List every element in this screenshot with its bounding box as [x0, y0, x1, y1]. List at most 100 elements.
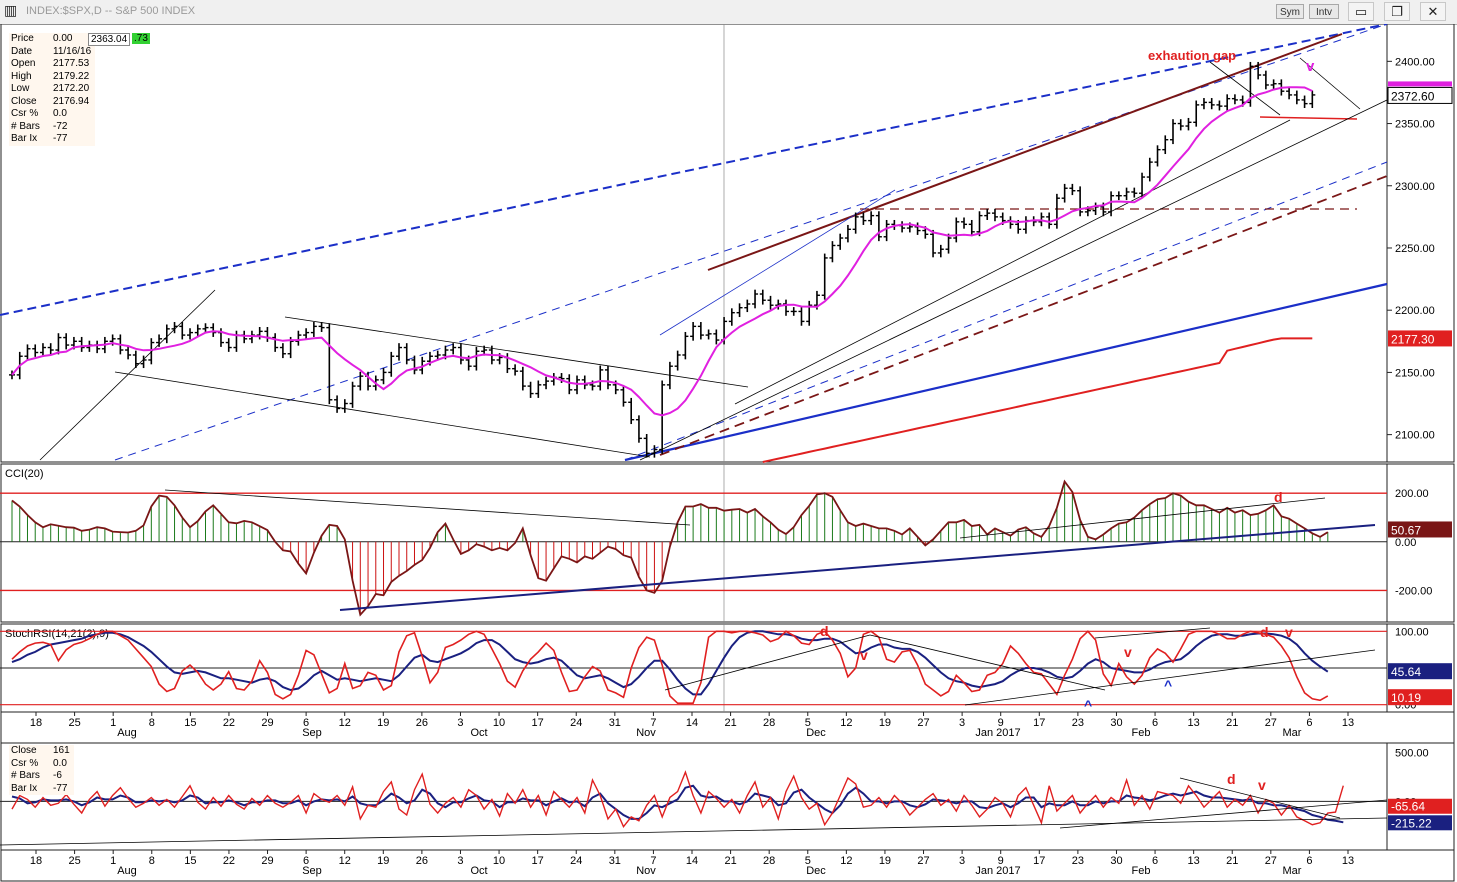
price-bar — [1309, 90, 1316, 108]
date-tick-label: 28 — [763, 717, 775, 729]
price-bar — [295, 330, 302, 346]
price-bar — [1131, 187, 1138, 198]
price-bar — [1069, 183, 1076, 196]
date-tick-label: 17 — [1033, 717, 1045, 729]
date-tick-label: 15 — [184, 717, 196, 729]
price-bar — [860, 212, 867, 225]
month-label: Sep — [302, 727, 322, 739]
osc-fast-label: -65.64 — [1391, 800, 1425, 814]
price-bar — [604, 365, 611, 390]
close-button[interactable]: ✕ — [1420, 2, 1446, 21]
readout-key: # Bars — [11, 770, 40, 781]
price-bar — [473, 346, 480, 371]
price-bar — [767, 295, 774, 310]
price-bar — [976, 211, 983, 237]
stoch-trend-1 — [664, 634, 871, 691]
minimize-button[interactable]: ▭ — [1348, 2, 1374, 21]
date-tick-label: 7 — [650, 855, 656, 867]
month-label: Feb — [1132, 865, 1151, 877]
readout-row: Bar Ix -77 — [11, 133, 91, 146]
readout-row: Open 2177.53 — [11, 58, 91, 71]
price-bar — [1123, 187, 1130, 201]
chart-area[interactable]: 2400.002350.002300.002250.002200.002150.… — [0, 24, 1457, 882]
osc-tick-label: 500.00 — [1395, 748, 1429, 760]
date-tick-label: 18 — [30, 717, 42, 729]
date-tick-label: 10 — [493, 717, 505, 729]
panel-frame-2 — [0, 463, 1455, 623]
date-tick-label: 28 — [763, 855, 775, 867]
price-bar — [535, 380, 542, 398]
readout-row: Date 11/16/16 — [11, 46, 91, 59]
price-bar — [752, 289, 759, 309]
price-bar — [1231, 94, 1238, 105]
price-bar — [991, 208, 998, 222]
last-price-label: 2372.60 — [1391, 89, 1435, 103]
price-tick-label: 2300.00 — [1395, 181, 1435, 193]
price-bar — [125, 345, 132, 360]
price-bar — [512, 364, 519, 376]
price-bar — [341, 399, 348, 413]
price-bar — [326, 323, 333, 405]
exhaustion-gap-note: exhaution gap — [1148, 48, 1236, 63]
price-bar — [597, 365, 604, 391]
price-bar — [961, 217, 968, 229]
date-axis-strip-2 — [0, 849, 1455, 882]
price-bar — [1053, 193, 1060, 229]
readout-row: Bar Ix -77 — [11, 783, 70, 796]
title-bar: ▥ INDEX:$SPX,D -- S&P 500 INDEX Sym Intv… — [0, 0, 1457, 25]
lower-channel-line — [624, 161, 1388, 461]
price-bar — [1177, 119, 1184, 131]
price-bar — [651, 445, 658, 458]
readout-key: Date — [11, 45, 33, 57]
data-readout-box: Price 0.00 Date 11/16/16 Open 2177.53 High 2179… — [9, 33, 96, 146]
last-price-box — [1387, 86, 1453, 104]
price-bar — [1046, 212, 1053, 229]
month-label: Nov — [636, 727, 656, 739]
price-bar — [682, 331, 689, 360]
cci-tick-label: 200.00 — [1395, 488, 1429, 500]
price-bar — [156, 334, 163, 347]
readout-key: Bar Ix — [11, 782, 38, 794]
stoch-note: d — [1260, 624, 1269, 640]
price-bar — [566, 374, 573, 395]
readout-key: Csr % — [11, 108, 39, 119]
price-bar — [829, 241, 836, 263]
readout-row: Close 161 — [11, 745, 70, 758]
sym-button[interactable]: Sym — [1276, 4, 1304, 19]
price-bar — [1139, 172, 1146, 198]
date-tick-label: 18 — [30, 855, 42, 867]
date-tick-label: 25 — [68, 855, 80, 867]
intv-button[interactable]: Intv — [1309, 4, 1339, 19]
date-tick-label: 17 — [532, 855, 544, 867]
readout-value: 161 — [53, 745, 70, 756]
price-bar — [883, 219, 890, 242]
osc-fast-box — [1388, 798, 1452, 814]
readout-row: Csr % 0.0 — [11, 758, 70, 771]
price-tick-label: 2400.00 — [1395, 56, 1435, 68]
chart-app-icon[interactable]: ▥ — [4, 3, 18, 19]
price-bar — [697, 322, 704, 340]
restore-button[interactable]: ❐ — [1384, 2, 1410, 21]
date-tick-label: 29 — [261, 855, 273, 867]
stoch-note: ^ — [1164, 677, 1172, 693]
price-tick-label: 2200.00 — [1395, 305, 1435, 317]
date-tick-label: 24 — [570, 717, 582, 729]
price-bar — [171, 322, 178, 334]
panel-frame-1 — [0, 24, 1455, 463]
readout-key: Close — [11, 745, 37, 756]
date-tick-label: 17 — [532, 717, 544, 729]
month-label: Jan 2017 — [975, 865, 1020, 877]
readout-value: 0.0 — [53, 757, 67, 769]
month-label: Aug — [117, 865, 137, 877]
price-bar — [1224, 94, 1231, 111]
date-tick-label: 17 — [1033, 855, 1045, 867]
price-bar — [24, 344, 31, 361]
price-bar — [194, 324, 201, 337]
price-bar — [411, 355, 418, 375]
price-bar — [1162, 135, 1169, 155]
osc-slow-box — [1388, 815, 1452, 831]
month-label: Dec — [806, 727, 826, 739]
date-tick-label: 6 — [1306, 717, 1312, 729]
price-bar — [705, 329, 712, 340]
price-bar — [713, 329, 720, 345]
